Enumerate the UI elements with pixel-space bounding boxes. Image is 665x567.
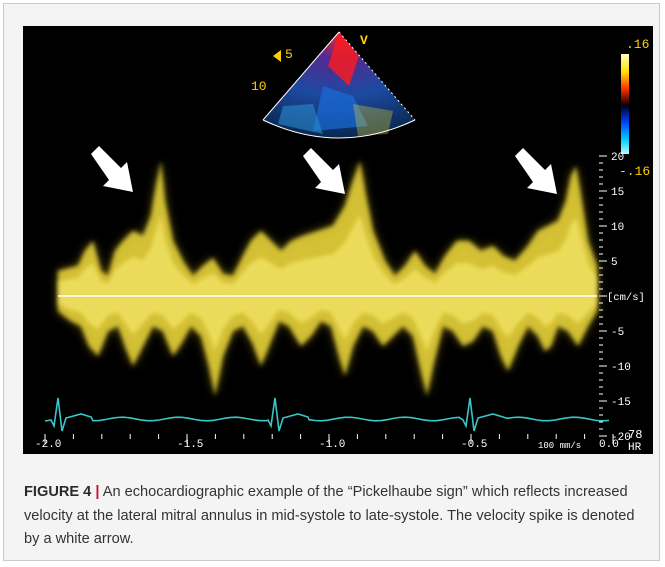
time-axis-label: 0.0	[599, 439, 619, 451]
velocity-axis-label: -15	[611, 397, 631, 409]
color-scale-bottom-label: -.16	[619, 164, 650, 179]
sector-marker-label: V	[360, 33, 368, 48]
sector-marker-icon	[273, 50, 281, 62]
velocity-axis: 20 15 10 5 -5 -10 -15 -20 [cm/s]	[599, 152, 645, 444]
color-scale-top-label: .16	[626, 37, 649, 52]
time-axis: -2.0 -1.5 -1.0 -0.5 0.0	[35, 434, 619, 451]
velocity-axis-label: 5	[611, 257, 618, 269]
velocity-spike-arrows	[91, 146, 557, 194]
heart-rate-label: HR	[628, 442, 642, 454]
sector-depth-label-5: 5	[285, 47, 293, 62]
velocity-axis-label: 15	[611, 187, 624, 199]
white-arrow-icon	[515, 148, 557, 194]
sweep-speed-label: 100 mm/s	[538, 441, 581, 451]
velocity-axis-label: -10	[611, 362, 631, 374]
doppler-spectrum	[58, 161, 597, 396]
figure-caption-text: An echocardiographic example of the “Pic…	[24, 484, 635, 547]
echo-image: 5 10 V .16 -.16 20 15 10 5 -5 -10 -15 -20 [cm	[23, 26, 653, 454]
sector-depth-label-10: 10	[251, 79, 267, 94]
velocity-axis-unit: [cm/s]	[607, 292, 645, 304]
time-axis-label: -2.0	[35, 439, 61, 451]
ecg-trace	[44, 397, 610, 432]
figure-caption: FIGURE 4 | An echocardiographic example …	[24, 481, 649, 552]
heart-rate-value: 78	[628, 428, 642, 442]
color-scale-bar	[621, 54, 629, 154]
velocity-axis-label: 10	[611, 222, 624, 234]
echo-sector: 5 10 V	[251, 31, 416, 139]
figure-frame: 5 10 V .16 -.16 20 15 10 5 -5 -10 -15 -20 [cm	[3, 3, 660, 561]
velocity-axis-label: 20	[611, 152, 624, 164]
time-axis-label: -1.0	[319, 439, 345, 451]
figure-label: FIGURE 4	[24, 484, 92, 500]
time-axis-label: -0.5	[461, 439, 487, 451]
color-scale: .16 -.16	[619, 37, 650, 179]
figure-label-separator: |	[95, 484, 100, 500]
velocity-axis-label: -20	[611, 432, 631, 444]
white-arrow-icon	[91, 146, 133, 192]
white-arrow-icon	[303, 148, 345, 194]
time-axis-label: -1.5	[177, 439, 203, 451]
velocity-axis-label: -5	[611, 327, 624, 339]
